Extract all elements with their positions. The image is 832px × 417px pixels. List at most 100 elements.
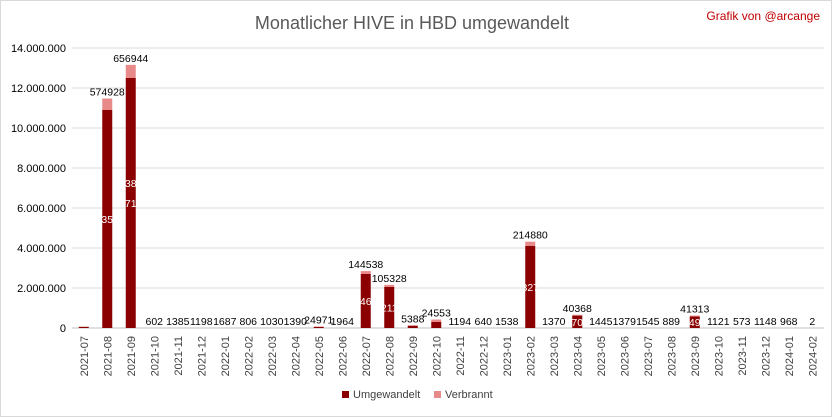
- bar-verbrannt: [102, 98, 113, 110]
- x-tick-label: 2022-06: [337, 336, 349, 376]
- data-label: 602: [145, 316, 163, 328]
- data-label-inner: 49: [689, 317, 701, 329]
- data-label: 806: [239, 316, 257, 328]
- y-tick-label: 4.000.000: [17, 243, 66, 255]
- bars: [78, 64, 818, 328]
- x-tick-label: 2023-10: [713, 336, 725, 376]
- x-tick-label: 2021-07: [79, 336, 91, 376]
- x-tick-label: 2022-01: [220, 336, 232, 376]
- x-axis: 2021-07 2021-08 2021-09 2021-10 2021-11 2021-…: [79, 336, 820, 376]
- y-tick-label: 12.000.000: [11, 83, 66, 95]
- x-tick-label: 2022-02: [243, 336, 255, 376]
- data-label-inner: 211: [381, 303, 398, 315]
- bar-umgewandelt: [384, 287, 395, 328]
- data-label: 640: [474, 316, 492, 328]
- bar-umgewandelt: [572, 315, 583, 328]
- x-tick-label: 2022-11: [455, 336, 467, 376]
- data-label: 1687: [213, 316, 237, 328]
- y-tick-label: 14.000.000: [11, 43, 66, 55]
- data-label: 1545: [636, 316, 660, 328]
- x-tick-label: 2024-01: [784, 336, 796, 376]
- data-label: 1538: [495, 316, 519, 328]
- x-tick-label: 2023-01: [502, 336, 514, 376]
- bar-verbrannt: [384, 284, 395, 287]
- bar-umgewandelt: [125, 78, 136, 328]
- x-tick-label: 2023-04: [572, 336, 584, 376]
- x-tick-label: 2023-07: [643, 336, 655, 376]
- y-tick-label: 8.000.000: [17, 163, 66, 175]
- data-label: 1194: [448, 316, 471, 328]
- data-label: 573: [733, 316, 751, 328]
- data-label: 5388: [401, 313, 425, 325]
- x-tick-label: 2024-02: [807, 336, 819, 376]
- data-label: 1390: [284, 316, 308, 328]
- data-label: 2: [809, 316, 815, 328]
- x-tick-label: 2021-12: [196, 336, 208, 376]
- x-tick-label: 2022-12: [478, 336, 490, 376]
- x-tick-label: 2021-11: [173, 336, 185, 376]
- y-tick-label: 2.000.000: [17, 283, 66, 295]
- bar-umgewandelt: [78, 326, 89, 328]
- bar-umgewandelt: [525, 246, 536, 328]
- bar-umgewandelt: [407, 325, 418, 328]
- legend-swatch-verbrannt: [434, 391, 441, 398]
- bar-umgewandelt: [360, 274, 371, 328]
- x-tick-label: 2021-10: [149, 336, 161, 376]
- x-tick-label: 2023-06: [619, 336, 631, 376]
- data-label: 1385: [166, 316, 190, 328]
- data-label: 24553: [422, 308, 451, 320]
- data-label: 1964: [331, 316, 355, 328]
- data-label-inner: 2716: [119, 198, 143, 210]
- bar-umgewandelt: [313, 327, 324, 328]
- data-label: 144538: [348, 259, 383, 271]
- data-label-inner: 1381: [119, 178, 143, 190]
- data-label: 214880: [513, 230, 548, 242]
- x-tick-label: 2022-09: [408, 336, 420, 376]
- x-tick-label: 2023-09: [690, 336, 702, 376]
- y-axis: 0 2.000.000 4.000.000 6.000.000 8.000.000 10.…: [11, 43, 66, 335]
- x-tick-label: 2022-04: [290, 336, 302, 376]
- bar-verbrannt: [689, 315, 700, 317]
- data-label: 1198: [190, 316, 213, 328]
- data-label: 656944: [113, 53, 148, 65]
- bar-verbrannt: [525, 241, 536, 246]
- x-tick-label: 2022-05: [314, 336, 326, 376]
- bar-umgewandelt: [102, 110, 113, 328]
- y-tick-label: 0: [60, 323, 66, 335]
- data-label: 574928: [90, 87, 125, 99]
- y-tick-label: 6.000.000: [17, 203, 66, 215]
- bar-umgewandelt: [431, 322, 442, 328]
- data-label: 1379: [613, 316, 637, 328]
- data-label: 1148: [754, 316, 777, 328]
- bar-umgewandelt: [689, 316, 700, 328]
- legend-label-umgewandelt: Umgewandelt: [353, 389, 420, 401]
- data-label-inner: 2356: [96, 214, 120, 226]
- data-label: 40368: [563, 303, 592, 315]
- data-label-inner: 327: [521, 282, 539, 294]
- x-tick-label: 2023-12: [760, 336, 772, 376]
- chart-title: Monatlicher HIVE in HBD umgewandelt: [255, 13, 569, 33]
- data-label: 1370: [542, 316, 566, 328]
- legend-label-verbrannt: Verbrannt: [445, 389, 493, 401]
- legend: Umgewandelt Verbrannt: [342, 389, 493, 401]
- data-label: 968: [780, 316, 798, 328]
- x-tick-label: 2022-03: [267, 336, 279, 376]
- bar-verbrannt: [572, 314, 583, 316]
- legend-swatch-umgewandelt: [342, 391, 349, 398]
- data-label: 889: [662, 316, 680, 328]
- data-label: 1121: [707, 316, 730, 328]
- y-tick-label: 10.000.000: [11, 123, 66, 135]
- x-tick-label: 2023-03: [549, 336, 561, 376]
- data-label-inner: 70: [571, 317, 583, 329]
- bar-verbrannt: [125, 64, 136, 78]
- x-tick-label: 2023-05: [596, 336, 608, 376]
- data-label: 1445: [589, 316, 613, 328]
- x-tick-label: 2022-10: [431, 336, 443, 376]
- x-tick-label: 2023-11: [737, 336, 749, 376]
- data-label: 105328: [372, 273, 407, 285]
- x-tick-label: 2021-08: [102, 336, 114, 376]
- data-label: 41313: [680, 304, 709, 316]
- x-tick-label: 2022-07: [361, 336, 373, 376]
